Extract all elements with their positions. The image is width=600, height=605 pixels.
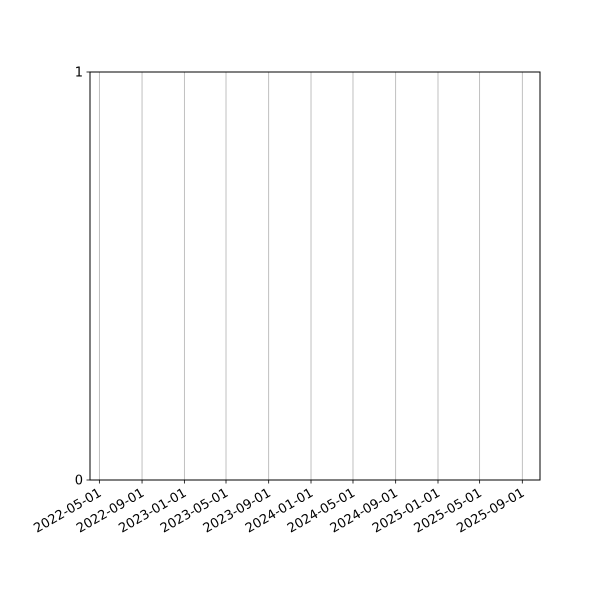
grid	[98, 72, 523, 480]
y-axis: 01	[75, 66, 90, 489]
x-axis: 2022-05-012022-09-012023-01-012023-05-01…	[31, 480, 527, 536]
y-tick-label: 1	[75, 66, 83, 81]
y-tick-label: 0	[75, 474, 83, 489]
plot-area	[89, 71, 541, 481]
